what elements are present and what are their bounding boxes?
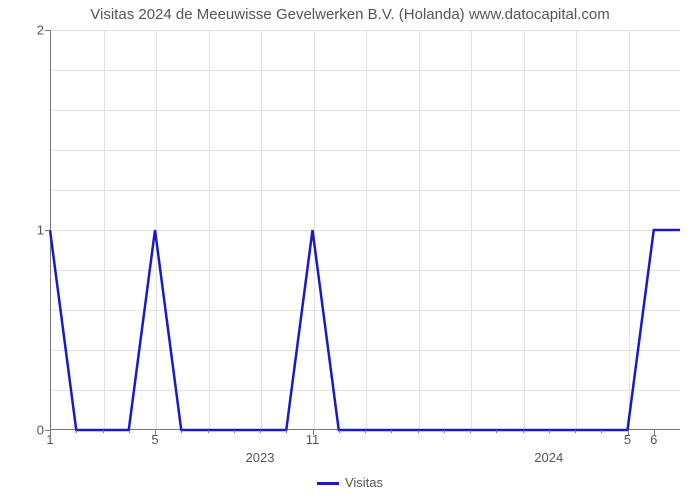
x-minor-tick <box>444 430 445 433</box>
x-minor-tick <box>234 430 235 433</box>
x-minor-tick <box>549 430 550 433</box>
x-tick-mark <box>628 430 629 435</box>
x-minor-tick <box>601 430 602 433</box>
x-minor-tick <box>575 430 576 433</box>
x-minor-tick <box>523 430 524 433</box>
y-tick-label: 2 <box>14 23 44 38</box>
x-minor-tick <box>260 430 261 433</box>
x-tick-mark <box>313 430 314 435</box>
y-tick-mark <box>45 230 50 231</box>
legend: Visitas <box>0 475 700 490</box>
x-minor-tick <box>365 430 366 433</box>
x-minor-tick <box>339 430 340 433</box>
x-tick-mark <box>155 430 156 435</box>
line-series <box>50 30 680 430</box>
legend-label: Visitas <box>345 475 383 490</box>
x-minor-tick <box>103 430 104 433</box>
y-tick-label: 0 <box>14 423 44 438</box>
y-tick-mark <box>45 30 50 31</box>
x-tick-mark <box>50 430 51 435</box>
x-group-label: 2024 <box>534 450 563 465</box>
legend-marker <box>317 482 339 485</box>
x-minor-tick <box>286 430 287 433</box>
x-minor-tick <box>129 430 130 433</box>
x-group-label: 2023 <box>246 450 275 465</box>
y-tick-label: 1 <box>14 223 44 238</box>
x-minor-tick <box>418 430 419 433</box>
x-minor-tick <box>208 430 209 433</box>
chart-title: Visitas 2024 de Meeuwisse Gevelwerken B.… <box>0 6 700 23</box>
x-minor-tick <box>470 430 471 433</box>
x-minor-tick <box>391 430 392 433</box>
x-tick-mark <box>654 430 655 435</box>
chart-container: Visitas 2024 de Meeuwisse Gevelwerken B.… <box>0 0 700 500</box>
visitas-line <box>50 230 680 430</box>
x-minor-tick <box>496 430 497 433</box>
x-minor-tick <box>76 430 77 433</box>
x-minor-tick <box>181 430 182 433</box>
